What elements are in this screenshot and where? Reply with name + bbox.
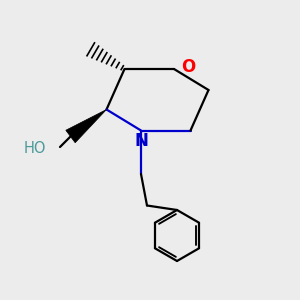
Polygon shape <box>66 110 106 143</box>
Text: HO: HO <box>24 141 46 156</box>
Text: O: O <box>182 58 196 76</box>
Text: N: N <box>135 132 149 150</box>
